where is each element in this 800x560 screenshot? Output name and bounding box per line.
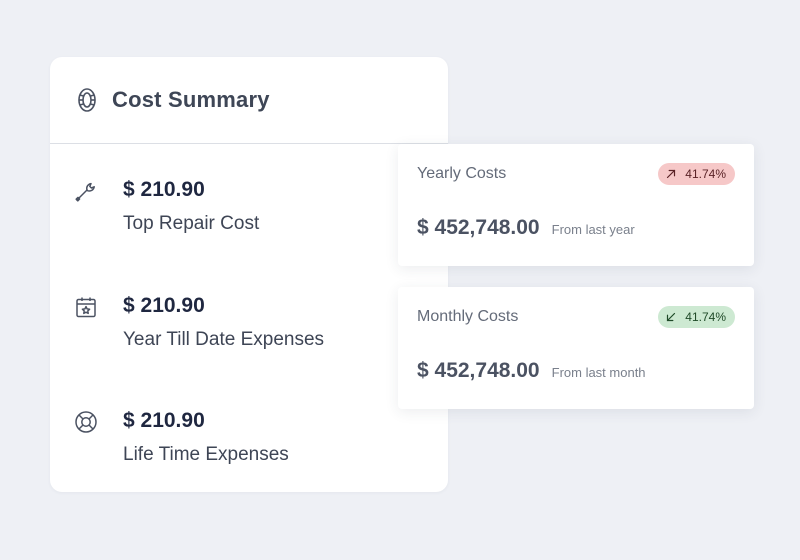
monthly-costs-value: $ 452,748.00 [417, 359, 540, 382]
monthly-comparison-label: From last month [551, 365, 646, 380]
summary-item-life-time: $ 210.90 Life Time Expenses [74, 408, 289, 466]
monthly-change-badge: 41.74% [658, 306, 735, 328]
top-repair-cost-amount: $ 210.90 [123, 178, 205, 201]
summary-item-top-repair-cost: $ 210.90 Top Repair Cost [74, 177, 259, 235]
cost-summary-title: Cost Summary [112, 87, 270, 112]
summary-item-year-till-date: $ 210.90 Year Till Date Expenses [74, 293, 324, 351]
yearly-costs-title: Yearly Costs [417, 165, 507, 182]
calendar-star-icon [74, 295, 98, 319]
lifebuoy-icon [74, 410, 98, 434]
life-time-amount: $ 210.90 [123, 409, 205, 432]
year-till-date-amount: $ 210.90 [123, 294, 205, 317]
yearly-value-row: $ 452,748.00 From last year [417, 216, 635, 240]
arrow-up-right-icon [666, 169, 676, 179]
year-till-date-label: Year Till Date Expenses [123, 329, 325, 350]
yearly-costs-value: $ 452,748.00 [417, 216, 540, 239]
top-repair-cost-label: Top Repair Cost [123, 213, 260, 234]
cost-summary-header: Cost Summary [50, 57, 448, 144]
yearly-costs-card: Yearly Costs 41.74% $ 452,748.00 From la… [398, 144, 754, 266]
wrench-icon [74, 179, 98, 203]
arrow-down-left-icon [666, 312, 676, 322]
yearly-change-percent: 41.74% [685, 167, 726, 181]
life-time-label: Life Time Expenses [123, 444, 289, 465]
yearly-change-badge: 41.74% [658, 163, 735, 185]
monthly-change-percent: 41.74% [685, 310, 726, 324]
cost-summary-card: Cost Summary $ 210.90 Top Repair Cost [50, 57, 448, 492]
monthly-value-row: $ 452,748.00 From last month [417, 359, 646, 383]
yearly-comparison-label: From last year [551, 222, 635, 237]
monthly-costs-card: Monthly Costs 41.74% $ 452,748.00 From l… [398, 287, 754, 409]
monthly-costs-title: Monthly Costs [417, 308, 519, 325]
tire-icon [76, 87, 98, 113]
